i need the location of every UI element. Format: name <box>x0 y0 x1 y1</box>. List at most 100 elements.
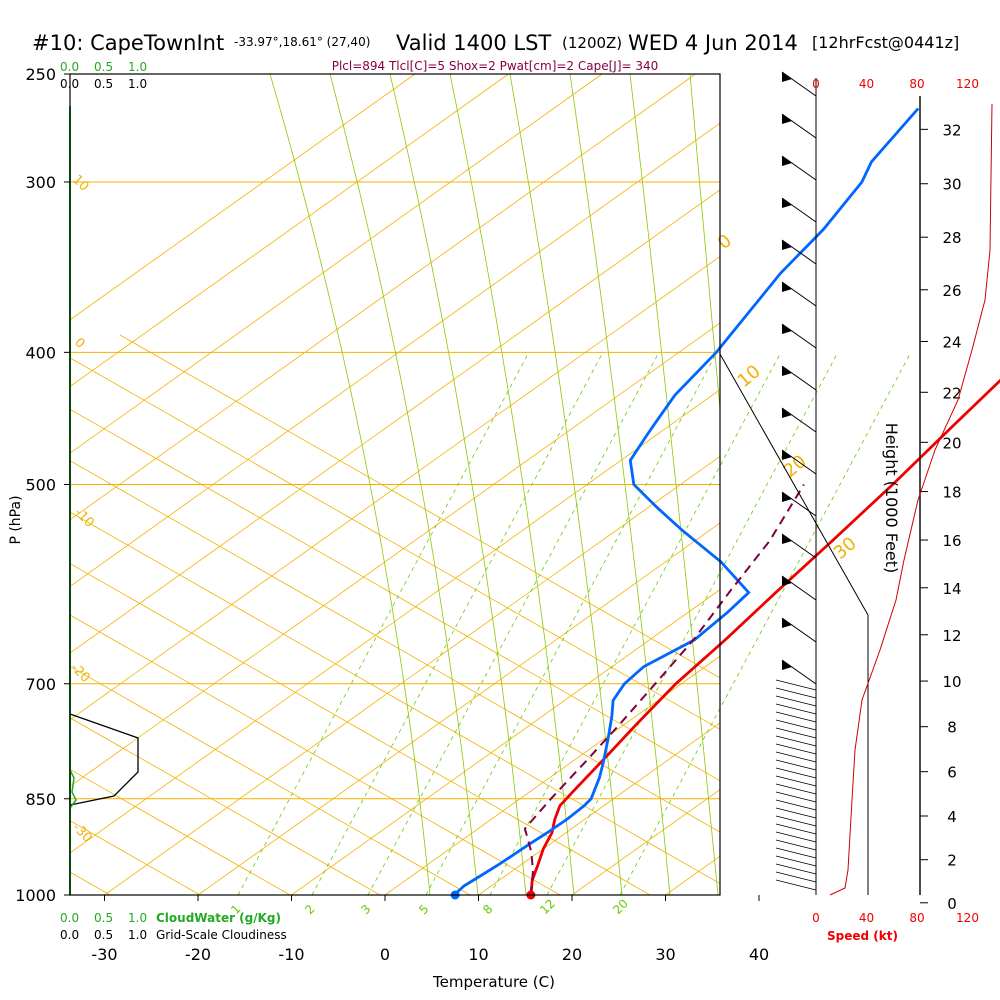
wind-barb <box>775 823 817 835</box>
mixing-ratio-line <box>489 353 781 896</box>
mixing-ratio-line <box>425 353 717 896</box>
wind-barb <box>775 815 817 827</box>
height-tick-label: 22 <box>942 384 961 402</box>
cloudiness-profile <box>69 713 139 806</box>
isotherm-line <box>665 855 721 896</box>
wind-barb <box>775 807 817 819</box>
temperature-tick-label: 20 <box>562 945 582 964</box>
cloudiness-scale-0: 0.0 <box>60 77 79 91</box>
cloudiness-scale-2: 1.0 <box>128 77 147 91</box>
valid-time: Valid 1400 LST <box>396 31 551 55</box>
dry-adiabat-line <box>69 563 651 896</box>
station-coords: -33.97°,18.61° (27,40) <box>234 35 370 49</box>
axes: 250 300 400 500 700 850 1000 -30 -20 -10 0 10 20 30 40 <box>15 65 769 964</box>
wind-barb-flag <box>782 450 792 460</box>
cloudwater-profile <box>69 769 77 809</box>
height-tick-label: 32 <box>942 121 961 139</box>
dry-adiabat-line <box>119 334 721 679</box>
pressure-tick-label: 1000 <box>15 886 56 905</box>
speed-tick-label: 0 <box>812 77 820 91</box>
wind-barb-flag <box>782 240 792 250</box>
height-tick-label: 20 <box>942 434 961 452</box>
temperature-tick-label: -10 <box>278 945 304 964</box>
wind-barb <box>775 703 817 715</box>
isotherm-line <box>69 189 721 654</box>
wind-barb <box>775 791 817 803</box>
wind-barb-flag <box>782 660 792 670</box>
isotherm-line <box>69 322 721 787</box>
isotherm-line <box>478 722 721 896</box>
wind-barb-flag <box>782 324 792 334</box>
isotherm-line <box>69 256 721 721</box>
temperature-tick-label: -30 <box>91 945 117 964</box>
wind-barb <box>775 855 817 867</box>
height-axis-label: Height (1000 Feet) <box>882 423 901 574</box>
height-tick-label: 16 <box>942 532 961 550</box>
wind-barb <box>775 719 817 731</box>
dry-adiabat-line <box>69 820 201 896</box>
wind-barb <box>775 687 817 699</box>
isotherm-line <box>69 389 721 854</box>
wind-barb <box>775 767 817 779</box>
forecast-tag: [12hrFcst@0441z] <box>812 33 959 52</box>
wind-barb-flag <box>782 618 792 628</box>
isotherm-line <box>571 789 721 896</box>
isotherm-line <box>69 73 416 321</box>
cloudwater-scale-1: 0.5 <box>94 60 113 74</box>
wind-barb-flag <box>782 156 792 166</box>
cloudiness-scale-bottom-1: 0.5 <box>94 928 113 942</box>
isotherm-line <box>69 73 603 454</box>
temperature-tick-label: -20 <box>185 945 211 964</box>
wind-barb <box>775 831 817 843</box>
dry-adiabat-line <box>69 666 471 896</box>
wind-barb <box>775 743 817 755</box>
speed-tick-label: 40 <box>859 77 874 91</box>
station-title: #10: CapeTownInt <box>32 31 224 55</box>
cloudiness-scale-1: 0.5 <box>94 77 113 91</box>
mixing-ratio-line <box>311 353 603 896</box>
height-tick-label: 28 <box>942 229 961 247</box>
wind-barb <box>775 679 817 691</box>
isotherm-line <box>291 589 721 896</box>
mixing-ratio-line <box>619 353 911 896</box>
speed-axis-label: Speed (kt) <box>827 929 898 943</box>
x-axis-label: Temperature (C) <box>432 973 555 991</box>
pressure-tick-label: 500 <box>25 476 56 495</box>
wind-barb <box>775 839 817 851</box>
parcel-trace <box>523 483 805 896</box>
utc-time: (1200Z) <box>562 34 622 52</box>
pressure-tick-label: 300 <box>25 173 56 192</box>
pressure-tick-label: 700 <box>25 675 56 694</box>
cloudwater-scale-0: 0.0 <box>60 60 79 74</box>
cloudwater-label: CloudWater (g/Kg) <box>156 911 281 925</box>
valid-date: WED 4 Jun 2014 <box>628 31 798 55</box>
y-axis-label: P (hPa) <box>8 495 24 544</box>
wind-barb-flag <box>782 534 792 544</box>
height-tick-label: 12 <box>942 627 961 645</box>
speed-tick-label: 120 <box>956 911 979 925</box>
cloud-profiles <box>69 713 139 809</box>
wind-barb <box>775 735 817 747</box>
wind-barb <box>775 863 817 875</box>
height-tick-label: 6 <box>947 764 957 782</box>
isotherm-line <box>69 122 721 587</box>
speed-tick-label: 80 <box>909 911 924 925</box>
isotherm-line <box>69 73 509 387</box>
height-tick-label: 8 <box>947 719 957 737</box>
mixing-ratio-line <box>546 353 838 896</box>
height-tick-label: 18 <box>942 484 961 502</box>
speed-tick-label: 120 <box>956 77 979 91</box>
mixing-ratio-line <box>367 353 659 896</box>
wind-barb <box>775 879 817 891</box>
wind-barb <box>775 799 817 811</box>
height-tick-label: 30 <box>942 176 961 194</box>
dry-adiabat-line <box>69 717 381 896</box>
height-tick-label: 14 <box>942 580 961 598</box>
cloudwater-scale-bottom-2: 1.0 <box>128 911 147 925</box>
temperature-tick-label: 0 <box>380 945 390 964</box>
wind-barb <box>775 711 817 723</box>
isotherm-line <box>104 456 721 896</box>
